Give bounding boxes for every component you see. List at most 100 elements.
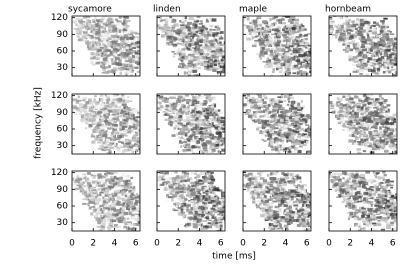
texture-cell [217,35,220,38]
texture-cell [97,111,102,114]
texture-cell [366,46,369,48]
texture-cell [367,29,372,31]
texture-cell [269,98,271,101]
texture-cell [188,54,191,56]
texture-cell [188,72,191,75]
texture-cell [317,143,322,146]
texture-cell [349,35,353,38]
texture-cell [351,52,354,54]
texture-cell [142,129,146,131]
texture-cell [111,123,114,125]
texture-cell [79,107,81,109]
texture-cell [318,60,323,62]
texture-cell [268,59,271,61]
texture-cell [114,20,116,22]
texture-cell [100,95,104,97]
texture-cell [258,39,261,41]
texture-cell [252,97,255,99]
texture-cell [287,104,289,106]
texture-cell [133,138,135,140]
texture-cell [154,139,157,141]
texture-cell [141,54,144,56]
texture-cell [272,112,275,114]
texture-cell [344,42,348,44]
texture-cell [234,140,236,143]
texture-cell [235,144,239,146]
texture-cell [235,144,240,147]
texture-cell [231,139,234,142]
texture-cell [368,69,372,72]
texture-cell [140,59,144,62]
texture-cell [138,53,140,55]
texture-cell [370,141,373,143]
texture-cell [395,59,400,61]
texture-cell [112,114,117,116]
texture-cell [230,130,233,133]
texture-cell [276,146,278,148]
texture-cell [206,57,211,59]
texture-cell [288,19,292,22]
texture-cell [144,59,147,62]
texture-cell [150,139,154,141]
texture-cell [284,110,288,113]
texture-cell [390,76,394,78]
texture-cell [255,114,259,117]
texture-cell [305,124,309,126]
texture-cell [148,61,152,64]
texture-cell [168,107,171,109]
texture-cell [136,138,139,141]
texture-cell [196,48,198,50]
x-axis-label: time [ms] [212,252,256,262]
texture-cell [253,28,257,31]
texture-cell [270,146,273,148]
texture-cell [289,124,293,127]
texture-cell [372,59,375,61]
texture-cell [173,110,176,113]
texture-cell [111,63,115,65]
texture-cell [280,63,283,66]
texture-cell [267,122,269,124]
texture-cell [277,40,281,42]
texture-cell [102,124,106,127]
texture-cell [227,58,230,60]
texture-cell [335,33,339,36]
texture-cell [176,50,181,52]
texture-cell [380,20,383,22]
texture-cell [268,134,272,136]
texture-cell [81,25,83,28]
texture-cell [165,119,168,121]
texture-cell [180,53,185,56]
texture-cell [353,46,355,49]
texture-cell [373,27,376,30]
texture-cell [198,105,203,108]
texture-cell [314,136,317,139]
texture-cell [294,117,299,120]
texture-cell [120,37,125,40]
texture-cell [215,29,220,32]
texture-cell [99,141,103,144]
texture-cell [174,104,178,107]
texture-cell [264,65,268,68]
texture-cell [355,58,359,60]
texture-cell [179,119,182,121]
texture-cell [200,102,203,105]
texture-cell [313,141,316,143]
texture-cell [365,22,368,24]
texture-cell [111,104,114,106]
texture-cell [193,123,197,125]
texture-cell [264,30,268,33]
texture-cell [313,66,316,69]
texture-cell [260,50,264,53]
texture-cell [108,26,111,28]
texture-cell [389,55,392,58]
texture-cell [213,29,215,31]
texture-cell [123,106,125,109]
texture-cell [262,127,265,129]
texture-cell [94,24,97,27]
texture-cell [202,144,207,147]
texture-cell [316,50,318,53]
texture-cell [248,110,250,112]
texture-cell [291,57,296,59]
texture-cell [227,52,230,54]
texture-cell [85,29,87,32]
